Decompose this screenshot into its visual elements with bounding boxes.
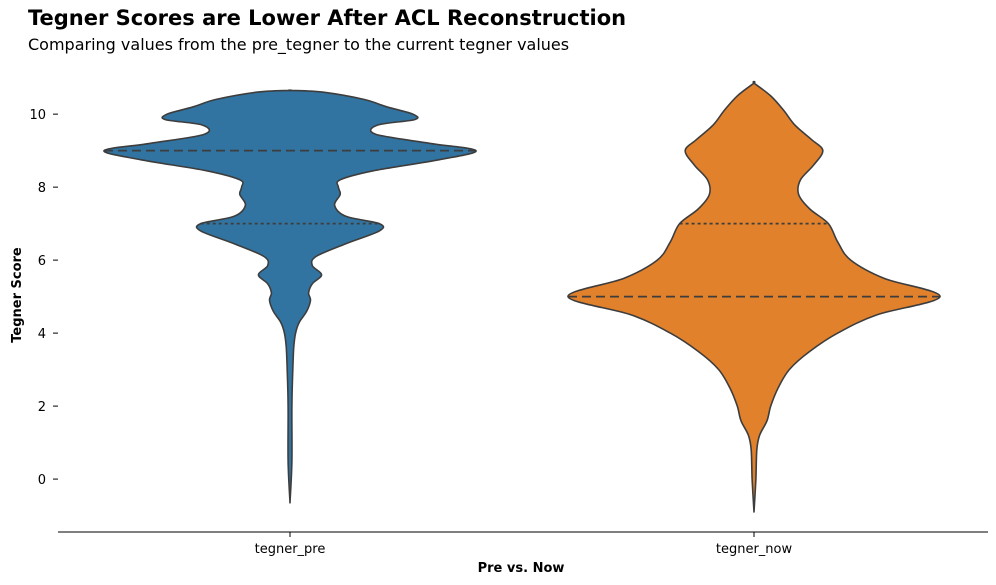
chart-subtitle: Comparing values from the pre_tegner to … — [28, 35, 570, 54]
y-tick-label: 0 — [38, 473, 46, 488]
y-tick-label: 8 — [38, 181, 46, 196]
violin-body-tegner_pre — [103, 89, 477, 504]
violin-tegner_now — [567, 80, 941, 513]
y-tick-label: 4 — [38, 327, 46, 342]
violins-layer — [103, 80, 941, 513]
violin-tegner_pre — [103, 89, 477, 504]
x-axis-label: Pre vs. Now — [478, 561, 565, 576]
y-tick-label: 6 — [38, 254, 46, 269]
y-axis-label: Tegner Score — [10, 247, 25, 343]
chart-title: Tegner Scores are Lower After ACL Recons… — [28, 6, 627, 30]
y-axis-ticks: 0 2 4 6 8 10 — [29, 108, 58, 488]
x-tick-label: tegner_now — [716, 542, 793, 557]
x-tick-label: tegner_pre — [255, 542, 326, 557]
y-tick-label: 2 — [38, 400, 46, 415]
y-tick-label: 10 — [29, 108, 46, 123]
x-axis-ticks: tegner_pre tegner_now — [255, 532, 793, 557]
